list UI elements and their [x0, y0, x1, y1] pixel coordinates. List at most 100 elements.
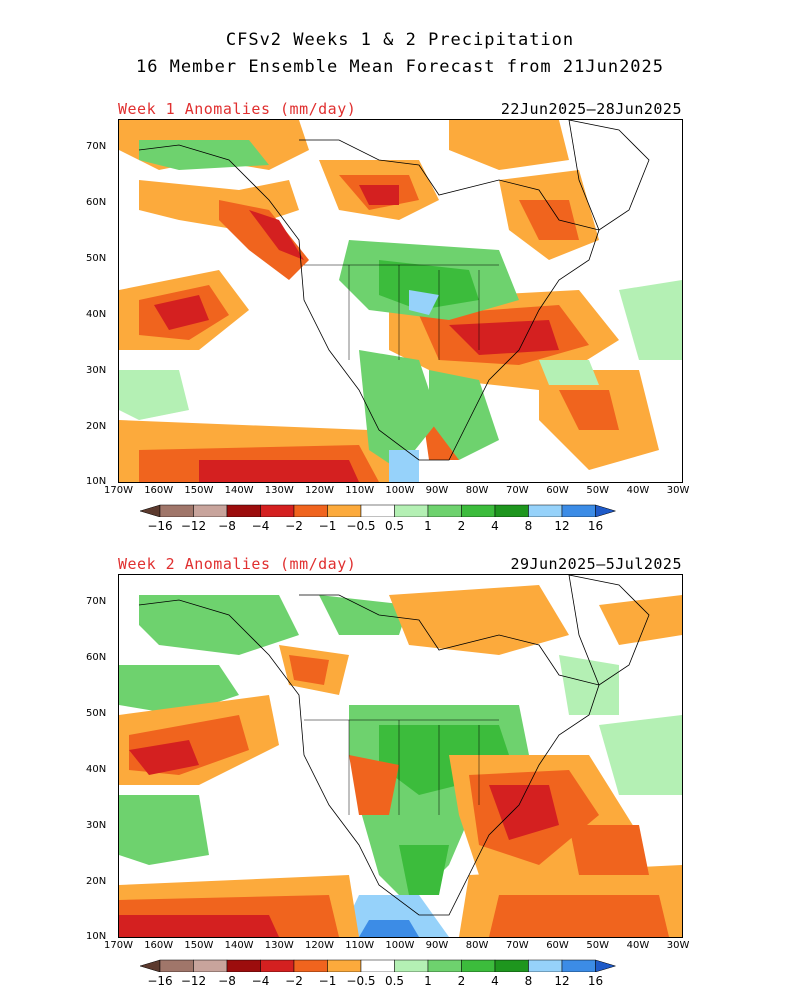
colorbar-swatch: [260, 959, 295, 972]
colorbar-swatch: [427, 959, 462, 972]
colorbar-label: 0.5: [384, 519, 405, 533]
colorbar-swatch: [140, 959, 161, 972]
lat-label: 30N: [86, 365, 107, 376]
week2-map: [118, 574, 683, 938]
lon-label: 120W: [305, 940, 334, 951]
colorbar-swatch: [360, 959, 395, 972]
colorbar-swatch: [595, 959, 617, 972]
lon-label: 50W: [586, 485, 610, 496]
lon-label: 140W: [224, 485, 254, 496]
lon-label: 90W: [425, 485, 449, 496]
colorbar-swatch: [494, 959, 529, 972]
colorbar-swatch: [595, 504, 617, 517]
lon-label: 160W: [144, 485, 174, 496]
colorbar-swatch: [226, 504, 261, 517]
colorbar-label: −0.5: [346, 519, 376, 533]
colorbar-label: −16: [147, 519, 173, 533]
colorbar-label: 2: [457, 974, 466, 988]
lon-label: 120W: [305, 485, 334, 496]
colorbar-label: −16: [147, 974, 173, 988]
lon-label: 100W: [385, 940, 415, 951]
colorbar-label: −1: [318, 519, 337, 533]
colorbar-swatch: [528, 959, 563, 972]
colorbar-swatch: [528, 504, 563, 517]
colorbar-swatch: [360, 504, 395, 517]
week2-dates: 29Jun2025–5Jul2025: [510, 555, 682, 573]
colorbar-label: −12: [180, 974, 207, 988]
figure-title-line2: 16 Member Ensemble Mean Forecast from 21…: [135, 57, 665, 77]
lon-label: 70W: [506, 940, 529, 951]
week1-dates: 22Jun2025–28Jun2025: [500, 100, 682, 118]
lon-label: 40W: [626, 940, 650, 951]
colorbar-swatch: [293, 959, 328, 972]
lon-label: 40W: [626, 485, 650, 496]
week1-anomaly-field: [119, 120, 682, 482]
colorbar-label: 12: [554, 974, 570, 988]
lon-label: 30W: [666, 485, 690, 496]
colorbar-swatch: [561, 959, 596, 972]
colorbar-label: −8: [218, 974, 236, 988]
lat-label: 40N: [86, 309, 107, 320]
lon-label: 70W: [506, 485, 529, 496]
colorbar-label: 8: [524, 519, 533, 533]
lat-label: 60N: [86, 197, 107, 208]
colorbar-label: 2: [457, 519, 466, 533]
lon-label: 80W: [465, 940, 489, 951]
lon-label: 130W: [264, 940, 294, 951]
lat-label: 70N: [86, 141, 107, 152]
colorbar-swatch: [293, 504, 328, 517]
colorbar-swatch: [394, 959, 429, 972]
lat-label: 30N: [86, 820, 107, 831]
figure-title-line1: CFSv2 Weeks 1 & 2 Precipitation: [225, 30, 575, 50]
colorbar-swatch: [193, 504, 228, 517]
lon-label: 50W: [586, 940, 610, 951]
colorbar-label: −8: [218, 519, 236, 533]
lat-label: 20N: [86, 421, 107, 432]
colorbar-label: 1: [424, 519, 432, 533]
colorbar-swatch: [260, 504, 295, 517]
lon-label: 150W: [184, 940, 214, 951]
lon-label: 110W: [345, 940, 375, 951]
lon-label: 140W: [224, 940, 254, 951]
colorbar-label: −2: [285, 519, 303, 533]
colorbar-label: −12: [180, 519, 207, 533]
lon-label: 60W: [546, 485, 569, 496]
colorbar-label: 8: [524, 974, 533, 988]
week2-anomaly-field: [119, 575, 682, 937]
lat-label: 50N: [86, 253, 107, 264]
colorbar-label: 0.5: [384, 974, 405, 988]
lon-label: 150W: [184, 485, 214, 496]
colorbar-label: 4: [491, 519, 499, 533]
colorbar-swatch: [193, 959, 228, 972]
colorbar-swatch: [159, 504, 194, 517]
lat-label: 10N: [86, 476, 107, 487]
lon-label: 30W: [666, 940, 690, 951]
colorbar-swatch: [561, 504, 596, 517]
lon-label: 80W: [465, 485, 489, 496]
week1-colorbar: [140, 504, 617, 517]
week2-colorbar: [140, 959, 617, 972]
colorbar-swatch: [140, 504, 161, 517]
colorbar-swatch: [327, 504, 362, 517]
week1-map: [118, 119, 683, 483]
lon-label: 130W: [264, 485, 294, 496]
colorbar-label: −4: [251, 519, 270, 533]
lat-label: 60N: [86, 652, 107, 663]
lat-label: 20N: [86, 876, 107, 887]
week2-label: Week 2 Anomalies (mm/day): [118, 555, 357, 573]
lon-label: 60W: [546, 940, 569, 951]
lat-label: 50N: [86, 708, 107, 719]
colorbar-swatch: [226, 959, 261, 972]
colorbar-label: −0.5: [346, 974, 376, 988]
lon-label: 110W: [345, 485, 375, 496]
colorbar-label: 16: [587, 519, 604, 533]
lon-label: 170W: [104, 940, 133, 951]
colorbar-swatch: [394, 504, 429, 517]
colorbar-swatch: [427, 504, 462, 517]
colorbar-label: −1: [318, 974, 337, 988]
colorbar-swatch: [494, 504, 529, 517]
colorbar-label: −4: [251, 974, 270, 988]
lat-label: 70N: [86, 596, 107, 607]
colorbar-swatch: [327, 959, 362, 972]
lon-label: 90W: [425, 940, 449, 951]
